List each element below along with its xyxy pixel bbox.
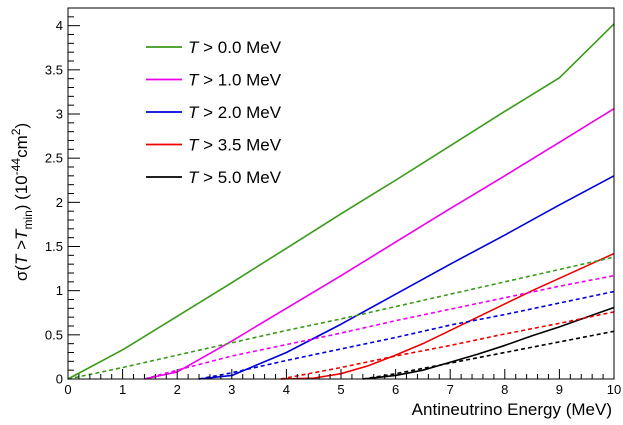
series-line-0-solid xyxy=(67,23,615,380)
legend-label-3: T > 3.5 MeV xyxy=(188,136,282,155)
y-axis-title-sigma: σ( xyxy=(12,265,31,281)
series-line-8-dashed xyxy=(280,311,615,380)
y-tick-label: 1.5 xyxy=(45,239,63,254)
legend-label-rest: > 2.0 MeV xyxy=(198,103,281,122)
x-tick-label: 10 xyxy=(607,382,621,397)
x-tick-label: 2 xyxy=(174,382,181,397)
x-tick-label: 7 xyxy=(447,382,454,397)
legend-label-rest: > 3.5 MeV xyxy=(198,136,281,155)
legend-label-rest: > 0.0 MeV xyxy=(198,38,281,57)
series-line-7-dashed xyxy=(198,290,615,380)
series-line-3-solid xyxy=(280,252,615,380)
series-line-6-dashed xyxy=(144,274,615,380)
y-axis-title-end: ) xyxy=(12,123,31,129)
tick-labels-group: 0 1 2 3 4 5 6 7 8 9 10 0 0.5 1 1.5 2 2.5 3 3.5 4 xyxy=(45,18,621,397)
axes-group xyxy=(67,7,615,380)
legend-label-2: T > 2.0 MeV xyxy=(188,103,282,122)
y-tick-label: 1 xyxy=(56,283,63,298)
y-axis-title-exp1: -44 xyxy=(9,158,23,176)
y-tick-label: 2.5 xyxy=(45,151,63,166)
x-tick-label: 4 xyxy=(283,382,290,397)
x-tick-label: 9 xyxy=(556,382,563,397)
y-axis-title-gt: > xyxy=(12,240,31,255)
y-tick-label: 4 xyxy=(56,18,63,33)
legend-label-0: T > 0.0 MeV xyxy=(188,38,282,57)
x-tick-label: 3 xyxy=(228,382,235,397)
y-axis-title-close: ) (10 xyxy=(12,175,31,210)
y-tick-label: 0 xyxy=(56,372,63,387)
legend-label-italic: T xyxy=(188,168,200,187)
y-tick-label: 3 xyxy=(56,107,63,122)
curves-group xyxy=(67,23,615,380)
x-tick-label: 1 xyxy=(119,382,126,397)
x-tick-label: 8 xyxy=(501,382,508,397)
series-line-4-solid xyxy=(362,306,615,380)
y-axis-title-exp2: 2 xyxy=(9,128,23,135)
y-axis-title: σ(T >Tmin) (10-44cm2) xyxy=(9,123,35,281)
legend-label-italic: T xyxy=(188,136,200,155)
y-tick-label: 2 xyxy=(56,195,63,210)
x-tick-label: 6 xyxy=(392,382,399,397)
y-axis-title-T: T xyxy=(12,253,31,265)
y-tick-label: 3.5 xyxy=(45,62,63,77)
y-axis-title-cm: cm xyxy=(12,135,31,158)
legend-label-italic: T xyxy=(188,103,200,122)
legend-label-italic: T xyxy=(188,71,200,90)
y-tick-label: 0.5 xyxy=(45,327,63,342)
series-line-5-dashed xyxy=(67,256,615,380)
legend-label-italic: T xyxy=(188,38,200,57)
series-line-2-solid xyxy=(198,175,615,380)
x-tick-label: 0 xyxy=(64,382,71,397)
series-line-1-solid xyxy=(144,108,615,380)
legend-label-4: T > 5.0 MeV xyxy=(188,168,282,187)
x-axis-title: Antineutrino Energy (MeV) xyxy=(412,400,612,419)
x-tick-label: 5 xyxy=(337,382,344,397)
y-axis-title-min-sub: min xyxy=(21,210,35,229)
legend-label-rest: > 1.0 MeV xyxy=(198,71,281,90)
legend-label-rest: > 5.0 MeV xyxy=(198,168,281,187)
y-axis-title-Tmin: T xyxy=(12,228,31,240)
legend-label-1: T > 1.0 MeV xyxy=(188,71,282,90)
